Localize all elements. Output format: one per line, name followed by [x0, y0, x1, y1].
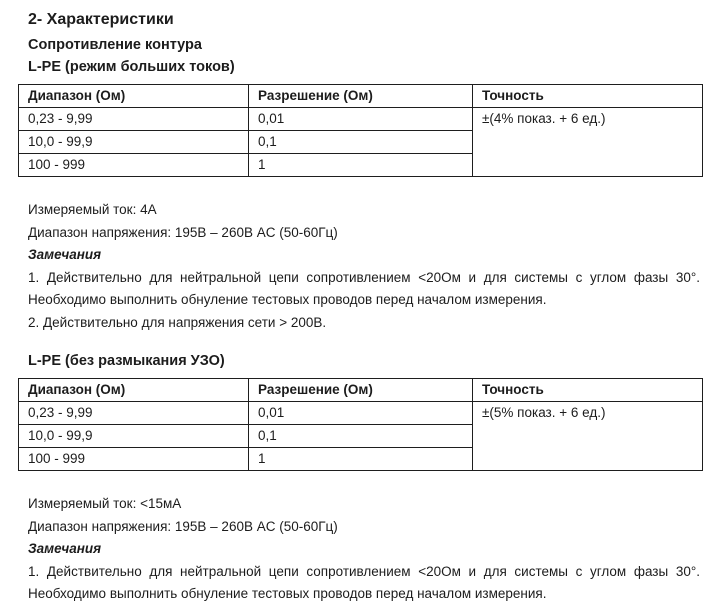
resolution-cell: 1 [248, 153, 473, 177]
resolution-cell: 0,01 [248, 107, 473, 131]
column-header-range: Диапазон (Ом) [18, 378, 249, 402]
accuracy-cell: ±(5% показ. + 6 ед.) [472, 401, 703, 471]
note-line: 1. Действительно для нейтральной цепи со… [28, 269, 700, 285]
note-line: 1. Действительно для нейтральной цепи со… [28, 563, 700, 579]
table-row: 0,23 - 9,99 0,01 ±(5% показ. + 6 ед.) [18, 401, 703, 471]
section-notes-block: Измеряемый ток: 4А Диапазон напряжения: … [28, 199, 700, 334]
table-row: 100 - 999 1 [18, 447, 703, 471]
measured-current-line: Измеряемый ток: <15мА [28, 496, 182, 511]
column-header-accuracy: Точность [472, 378, 703, 402]
resolution-cell: 0,1 [248, 130, 473, 154]
section-notes-block: Измеряемый ток: <15мА Диапазон напряжени… [28, 493, 700, 606]
range-cell: 100 - 999 [18, 447, 249, 471]
loop-resistance-table-no-rcd-trip: Диапазон (Ом) Разрешение (Ом) Точность 0… [18, 378, 703, 471]
resolution-cell: 1 [248, 447, 473, 471]
table-header-row: Диапазон (Ом) Разрешение (Ом) Точность [18, 378, 703, 402]
table-row: 10,0 - 99,9 0,1 [18, 130, 703, 154]
range-cell: 0,23 - 9,99 [18, 107, 249, 131]
page-title: 2- Характеристики [28, 11, 174, 28]
table-row: 10,0 - 99,9 0,1 [18, 424, 703, 448]
resolution-cell: 0,1 [248, 424, 473, 448]
accuracy-cell: ±(4% показ. + 6 ед.) [472, 107, 703, 177]
section-subtitle: Сопротивление контура [28, 37, 202, 53]
column-header-resolution: Разрешение (Ом) [248, 84, 473, 108]
note-line: Необходимо выполнить обнуление тестовых … [28, 586, 547, 601]
column-header-accuracy: Точность [472, 84, 703, 108]
loop-resistance-table-high-current: Диапазон (Ом) Разрешение (Ом) Точность 0… [18, 84, 703, 177]
column-header-range: Диапазон (Ом) [18, 84, 249, 108]
note-line: 2. Действительно для напряжения сети > 2… [28, 314, 327, 330]
voltage-range-line: Диапазон напряжения: 195В – 260В AC (50-… [28, 224, 338, 240]
voltage-range-line: Диапазон напряжения: 195В – 260В AC (50-… [28, 518, 338, 534]
measured-current-line: Измеряемый ток: 4А [28, 202, 157, 217]
range-cell: 0,23 - 9,99 [18, 401, 249, 425]
notes-label: Замечания [28, 541, 102, 556]
range-cell: 10,0 - 99,9 [18, 130, 249, 154]
section-heading-lpe-no-rcd-trip: L-PE (без размыкания УЗО) [28, 353, 225, 369]
table-row: 100 - 999 1 [18, 153, 703, 177]
table-header-row: Диапазон (Ом) Разрешение (Ом) Точность [18, 84, 703, 108]
notes-label: Замечания [28, 247, 102, 262]
column-header-resolution: Разрешение (Ом) [248, 378, 473, 402]
table-row: 0,23 - 9,99 0,01 ±(4% показ. + 6 ед.) [18, 107, 703, 177]
resolution-cell: 0,01 [248, 401, 473, 425]
section-heading-lpe-high-current: L-PE (режим больших токов) [28, 59, 235, 75]
note-line: Необходимо выполнить обнуление тестовых … [28, 292, 547, 307]
range-cell: 10,0 - 99,9 [18, 424, 249, 448]
range-cell: 100 - 999 [18, 153, 249, 177]
